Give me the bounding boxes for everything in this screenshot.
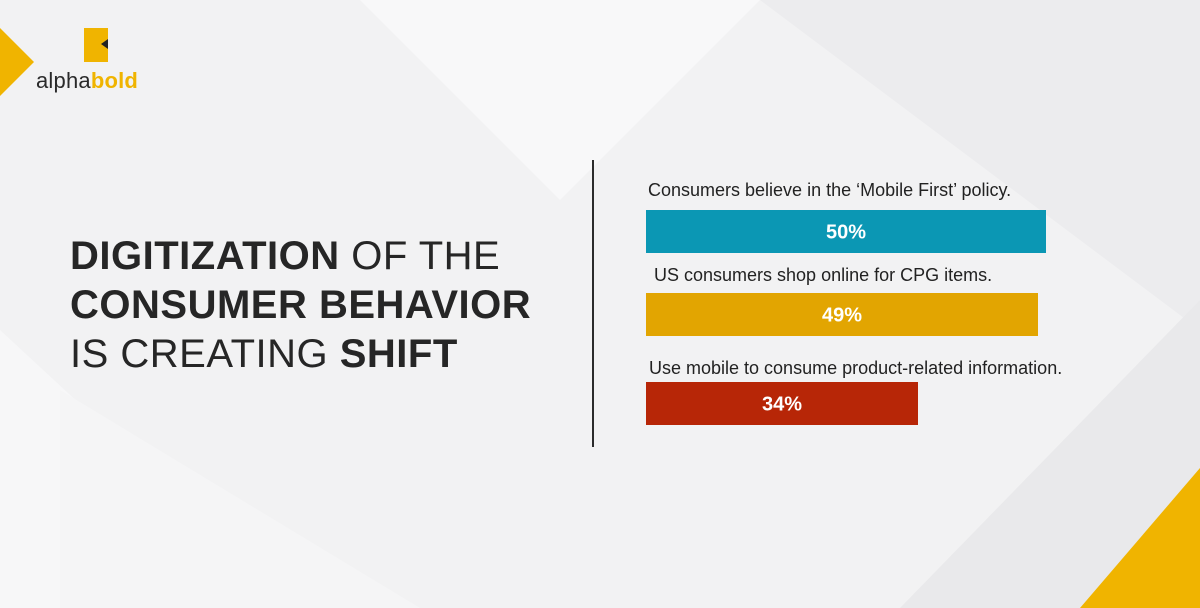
divider — [592, 160, 594, 447]
headline-line1-bold: DIGITIZATION — [70, 234, 340, 278]
background-facet — [760, 0, 1200, 330]
logo-mark-icon — [84, 28, 108, 62]
brand-name-part2: bold — [90, 68, 139, 93]
bar-value-label: 49% — [822, 305, 862, 327]
headline-line3-rest: IS CREATING — [70, 332, 340, 376]
bar-value-label: 50% — [826, 222, 866, 244]
brand-name-part1: alpha — [36, 68, 91, 93]
corner-accent-right — [1080, 468, 1200, 608]
brand-logo: alphabold — [36, 28, 156, 98]
corner-accent-left — [0, 28, 34, 96]
headline-line-3: IS CREATING SHIFT — [70, 330, 570, 379]
bar — [646, 293, 1038, 336]
headline-line-1: DIGITIZATION OF THE — [70, 232, 570, 281]
headline-line-2: CONSUMER BEHAVIOR — [70, 281, 570, 330]
headline-line1-rest: OF THE — [339, 234, 501, 278]
stat-label: Use mobile to consume product-related in… — [649, 358, 1062, 378]
stat-label: US consumers shop online for CPG items. — [654, 265, 992, 285]
background-facet — [900, 300, 1200, 608]
bar-value-label: 34% — [762, 394, 802, 416]
stat-label: Consumers believe in the ‘Mobile First’ … — [648, 180, 1011, 200]
headline: DIGITIZATION OF THE CONSUMER BEHAVIOR IS… — [70, 232, 570, 379]
bar — [646, 210, 1046, 253]
brand-name: alphabold — [36, 68, 138, 94]
headline-line3-bold: SHIFT — [339, 332, 458, 376]
bar — [646, 382, 918, 425]
background-facet — [60, 390, 420, 608]
headline-line2-bold: CONSUMER BEHAVIOR — [70, 283, 532, 327]
background-facet — [360, 0, 760, 200]
